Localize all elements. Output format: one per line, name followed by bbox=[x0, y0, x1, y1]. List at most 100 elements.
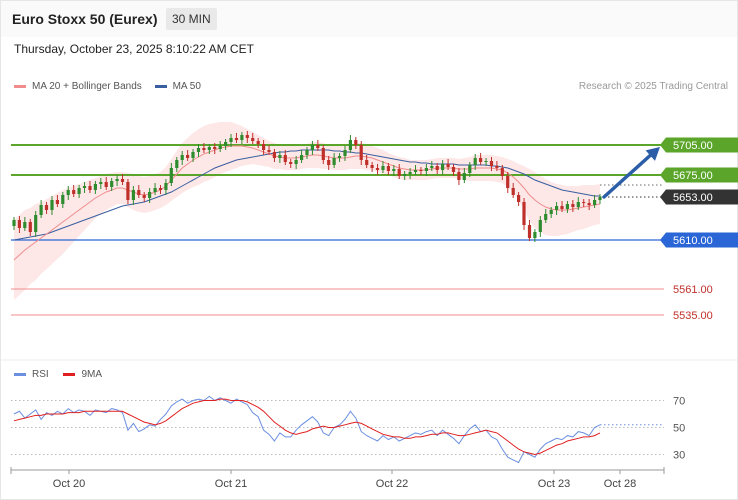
candle-body bbox=[598, 197, 602, 200]
candle-body bbox=[419, 170, 423, 171]
candle-body bbox=[245, 135, 249, 138]
candle-body bbox=[99, 182, 103, 184]
legend-ma50: MA 50 bbox=[154, 81, 201, 92]
candle-body bbox=[267, 150, 271, 152]
candle-body bbox=[527, 225, 532, 238]
timeframe-badge[interactable]: 30 MIN bbox=[166, 8, 217, 30]
candle-body bbox=[278, 155, 282, 158]
candle-body bbox=[462, 173, 466, 180]
ma9-label: 9MA bbox=[81, 369, 103, 380]
ma50-label: MA 50 bbox=[172, 81, 201, 92]
level-tag-5705.00 bbox=[660, 137, 738, 153]
header-bar: Euro Stoxx 50 (Eurex) 30 MIN bbox=[1, 1, 737, 37]
time-tick-label-oct-22: Oct 22 bbox=[376, 478, 408, 490]
candle-body bbox=[120, 179, 125, 182]
candle-body bbox=[289, 162, 293, 164]
candle-body bbox=[446, 164, 450, 167]
candle-body bbox=[256, 141, 260, 144]
level-tag-5653.00 bbox=[660, 189, 738, 205]
candle-body bbox=[34, 215, 38, 232]
candle-body bbox=[576, 202, 580, 207]
level-label-5535.00: 5535.00 bbox=[673, 310, 713, 322]
level-tag-5675.00 bbox=[660, 167, 738, 183]
candle-body bbox=[229, 138, 233, 142]
forecast-arrow-head bbox=[645, 147, 660, 161]
candle-body bbox=[131, 190, 135, 200]
candle-body bbox=[23, 222, 27, 228]
candle-body bbox=[251, 138, 255, 141]
rsi-tick-70: 70 bbox=[673, 396, 685, 408]
candle-body bbox=[50, 200, 54, 210]
candle-body bbox=[365, 160, 369, 165]
candle-body bbox=[332, 158, 336, 165]
level-label-5675.00: 5675.00 bbox=[673, 170, 713, 182]
candle-body bbox=[430, 166, 434, 168]
candle-body bbox=[522, 202, 526, 225]
price-legend: MA 20 + Bollinger Bands MA 50 bbox=[14, 81, 211, 92]
candle-body bbox=[202, 148, 206, 150]
candle-body bbox=[549, 210, 553, 214]
candle-body bbox=[196, 148, 201, 152]
time-tick-label-oct-20: Oct 20 bbox=[53, 478, 85, 490]
candle-body bbox=[44, 205, 49, 210]
level-label-5610.00: 5610.00 bbox=[673, 235, 713, 247]
candle-body bbox=[495, 166, 499, 168]
ma20-swatch bbox=[14, 84, 26, 88]
candle-body bbox=[403, 174, 407, 176]
candle-body bbox=[55, 200, 59, 204]
candle-body bbox=[213, 147, 217, 149]
candle-body bbox=[262, 144, 266, 150]
candle-body bbox=[142, 195, 146, 198]
time-tick-label-oct-23: Oct 23 bbox=[538, 478, 570, 490]
candle-body bbox=[158, 188, 163, 190]
candle-body bbox=[479, 158, 483, 162]
rsi-tick-30: 30 bbox=[673, 450, 685, 462]
rsi-tick-50: 50 bbox=[673, 423, 685, 435]
candle-body bbox=[82, 186, 87, 188]
candle-body bbox=[413, 170, 418, 172]
level-tag-5610.00 bbox=[660, 232, 738, 248]
timestamp: Thursday, October 23, 2025 8:10:22 AM CE… bbox=[14, 42, 254, 56]
candle-body bbox=[126, 182, 130, 200]
candle-body bbox=[359, 145, 363, 160]
candle-body bbox=[148, 192, 152, 198]
rsi-label: RSI bbox=[32, 369, 49, 380]
candle-body bbox=[348, 140, 352, 150]
level-label-5653.00: 5653.00 bbox=[673, 192, 713, 204]
candle-body bbox=[435, 166, 439, 170]
candle-body bbox=[544, 214, 548, 220]
candle-body bbox=[234, 138, 239, 140]
candle-body bbox=[582, 202, 586, 203]
rsi-legend: RSI 9MA bbox=[14, 369, 114, 380]
candle-body bbox=[110, 181, 114, 187]
candle-body bbox=[272, 152, 276, 158]
candle-body bbox=[39, 205, 43, 215]
candle-body bbox=[180, 155, 184, 160]
candle-body bbox=[169, 168, 173, 183]
time-tick-label-oct-28: Oct 28 bbox=[604, 478, 636, 490]
candle-body bbox=[240, 135, 244, 140]
candle-body bbox=[224, 142, 228, 146]
candle-body bbox=[316, 145, 320, 148]
candle-body bbox=[473, 158, 477, 165]
candle-body bbox=[327, 160, 331, 165]
candle-body bbox=[517, 195, 521, 202]
legend-9ma: 9MA bbox=[63, 369, 102, 380]
candle-body bbox=[77, 188, 81, 194]
candle-body bbox=[593, 200, 597, 205]
candle-body bbox=[12, 220, 16, 226]
candle-body bbox=[451, 167, 456, 172]
candle-body bbox=[191, 152, 195, 158]
rsi-9ma-line bbox=[13, 398, 601, 456]
level-label-5561.00: 5561.00 bbox=[673, 284, 713, 296]
candle-body bbox=[28, 222, 32, 232]
copyright: Research © 2025 Trading Central bbox=[578, 81, 728, 92]
candle-body bbox=[571, 204, 575, 207]
candle-body bbox=[343, 150, 347, 156]
candle-body bbox=[441, 164, 445, 170]
candle-body bbox=[66, 190, 70, 195]
candle-body bbox=[294, 160, 298, 164]
candle-body bbox=[370, 165, 374, 168]
candle-body bbox=[164, 183, 168, 190]
